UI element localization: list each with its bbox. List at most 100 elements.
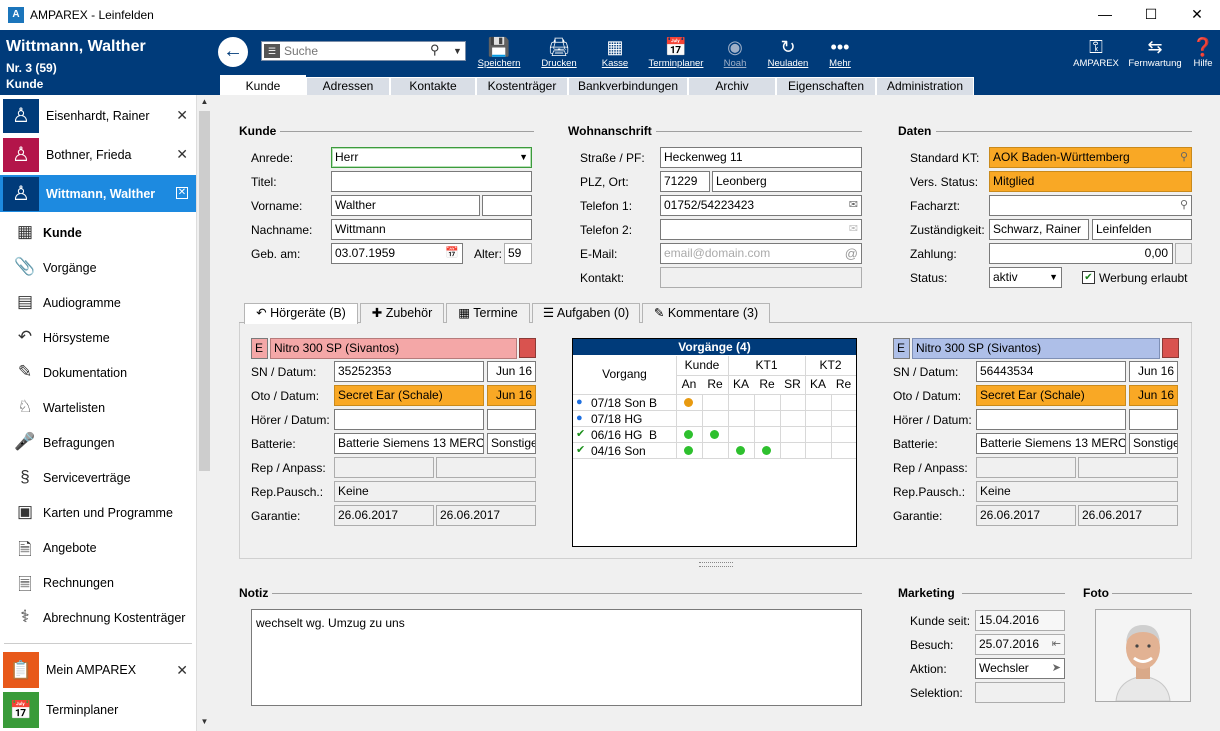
left-rep-field[interactable] bbox=[334, 457, 434, 478]
right-batterie-field[interactable]: Batterie Siemens 13 MERC bbox=[976, 433, 1126, 454]
print-button[interactable]: 🖨 Drucken bbox=[536, 36, 582, 70]
status-select[interactable]: aktiv ▼ bbox=[989, 267, 1062, 288]
fernwartung-button[interactable]: ⇆ Fernwartung bbox=[1126, 36, 1184, 70]
nav-rechnungen[interactable]: 🗏 Rechnungen bbox=[0, 565, 196, 600]
left-sn-date[interactable]: Jun 16 bbox=[487, 361, 536, 382]
tab-archiv[interactable]: Archiv bbox=[688, 77, 776, 95]
scroll-down-icon[interactable]: ▼ bbox=[200, 717, 209, 726]
left-hoerer-date[interactable] bbox=[487, 409, 536, 430]
tab-adressen[interactable]: Adressen bbox=[306, 77, 390, 95]
telefon2-field[interactable]: ✉ bbox=[660, 219, 862, 240]
maximize-button[interactable]: ☐ bbox=[1144, 6, 1158, 22]
search-icon[interactable]: ⚲ bbox=[1179, 199, 1188, 211]
vorname2-field[interactable] bbox=[482, 195, 532, 216]
amparex-button[interactable]: ⚿ AMPAREX bbox=[1070, 36, 1122, 70]
terminplaner-button[interactable]: 📅 Terminplaner bbox=[646, 36, 706, 70]
close-icon[interactable]: ✕ bbox=[176, 662, 188, 678]
recent-patient-eisenhardt[interactable]: ♙ Eisenhardt, Rainer ✕ bbox=[0, 97, 196, 135]
left-anpass-field[interactable] bbox=[436, 457, 536, 478]
right-batterie-type[interactable]: Sonstige bbox=[1129, 433, 1178, 454]
close-icon[interactable]: ✕ bbox=[176, 146, 188, 162]
table-row[interactable]: ✔ 06/16 HG B bbox=[573, 427, 856, 443]
nav-vorgaenge[interactable]: 📎 Vorgänge bbox=[14, 257, 97, 276]
envelope-icon[interactable]: ✉ bbox=[848, 199, 858, 211]
table-row[interactable]: ● 07/18 Son B bbox=[573, 395, 856, 411]
customer-photo[interactable] bbox=[1095, 609, 1191, 702]
anrede-select[interactable]: Herr ▼ bbox=[331, 147, 532, 168]
right-hoerer-date[interactable] bbox=[1129, 409, 1178, 430]
email-field[interactable]: email@domain.com @ bbox=[660, 243, 862, 264]
right-rep-field[interactable] bbox=[976, 457, 1076, 478]
envelope-icon[interactable]: ✉ bbox=[848, 223, 858, 235]
help-button[interactable]: ❓ Hilfe bbox=[1188, 36, 1218, 70]
search-icon[interactable]: ⚲ bbox=[430, 42, 440, 57]
more-button[interactable]: ••• Mehr bbox=[818, 36, 862, 70]
kontakt-field[interactable] bbox=[660, 267, 862, 288]
search-menu-icon[interactable]: ☰ bbox=[264, 44, 280, 58]
werbung-checkbox[interactable]: ✔ bbox=[1082, 271, 1095, 284]
right-sn-field[interactable]: 56443534 bbox=[976, 361, 1126, 382]
right-anpass-field[interactable] bbox=[1078, 457, 1178, 478]
left-garantie-end[interactable]: 26.06.2017 bbox=[436, 505, 536, 526]
nav-hoersysteme[interactable]: ↶ Hörsysteme bbox=[0, 320, 196, 355]
selektion-field[interactable] bbox=[975, 682, 1065, 703]
plz-field[interactable]: 71229 bbox=[660, 171, 710, 192]
left-hoerer-field[interactable] bbox=[334, 409, 484, 430]
left-sn-field[interactable]: 35252353 bbox=[334, 361, 484, 382]
close-icon[interactable]: ✕ bbox=[176, 187, 188, 199]
splitter-handle[interactable] bbox=[699, 562, 733, 567]
standard-kt-field[interactable]: AOK Baden-Württemberg ⚲ bbox=[989, 147, 1192, 168]
cash-register-button[interactable]: ▦ Kasse bbox=[592, 36, 638, 70]
left-device-color-button[interactable] bbox=[519, 338, 536, 358]
nav-audiogramme[interactable]: ▤ Audiogramme bbox=[0, 285, 196, 320]
nav-karten-und-programme[interactable]: ▣ Karten und Programme bbox=[0, 495, 196, 530]
nav-servicevertraege[interactable]: § Serviceverträge bbox=[0, 460, 196, 495]
close-window-button[interactable]: ✕ bbox=[1191, 6, 1203, 22]
nachname-field[interactable]: Wittmann bbox=[331, 219, 532, 240]
left-oto-date[interactable]: Jun 16 bbox=[487, 385, 536, 406]
scroll-thumb[interactable] bbox=[199, 111, 210, 471]
nav-abrechnung-kostentraeger[interactable]: ⚕ Abrechnung Kostenträger bbox=[0, 600, 196, 635]
right-garantie-end[interactable]: 26.06.2017 bbox=[1078, 505, 1178, 526]
right-sn-date[interactable]: Jun 16 bbox=[1129, 361, 1178, 382]
notiz-textarea[interactable]: wechselt wg. Umzug zu uns bbox=[251, 609, 862, 706]
recent-patient-bothner[interactable]: ♙ Bothner, Frieda ✕ bbox=[0, 136, 196, 174]
send-icon[interactable]: ➤ bbox=[1051, 662, 1061, 674]
search-icon[interactable]: ⚲ bbox=[1179, 151, 1188, 163]
table-row[interactable]: ● 07/18 HG bbox=[573, 411, 856, 427]
zahlung-field[interactable]: 0,00 bbox=[989, 243, 1173, 264]
tab-kostentraeger[interactable]: Kostenträger bbox=[476, 77, 568, 95]
search-input[interactable] bbox=[284, 43, 424, 59]
subtab-termine[interactable]: ▦ Termine bbox=[446, 303, 530, 323]
geb-field[interactable]: 03.07.1959 📅 bbox=[331, 243, 463, 264]
noah-button[interactable]: ◉ Noah bbox=[712, 36, 758, 70]
right-device-name[interactable]: Nitro 300 SP (Sivantos) bbox=[912, 338, 1160, 359]
telefon1-field[interactable]: 01752/54223423 ✉ bbox=[660, 195, 862, 216]
subtab-kommentare[interactable]: ✎ Kommentare (3) bbox=[642, 303, 770, 323]
nav-befragungen[interactable]: 🎤 Befragungen bbox=[14, 432, 115, 451]
right-pausch-field[interactable]: Keine bbox=[976, 481, 1178, 502]
zustaendigkeit-person-field[interactable]: Schwarz, Rainer bbox=[989, 219, 1089, 240]
tab-bankverbindungen[interactable]: Bankverbindungen bbox=[568, 77, 688, 95]
vorname-field[interactable]: Walther bbox=[331, 195, 480, 216]
back-arrow-button[interactable]: ← bbox=[218, 37, 248, 67]
tab-kontakte[interactable]: Kontakte bbox=[390, 77, 476, 95]
nav-wartelisten[interactable]: ♘ Wartelisten bbox=[0, 390, 196, 425]
reload-button[interactable]: ↻ Neuladen bbox=[764, 36, 812, 70]
table-row[interactable]: ✔ 04/16 Son bbox=[573, 443, 856, 459]
recent-patient-wittmann[interactable]: ♙ Wittmann, Walther ✕ bbox=[0, 175, 196, 213]
left-garantie-start[interactable]: 26.06.2017 bbox=[334, 505, 434, 526]
nav-terminplaner[interactable]: 📅 Terminplaner bbox=[0, 690, 196, 730]
subtab-hoergeraete[interactable]: ↶ Hörgeräte (B) bbox=[244, 303, 358, 324]
left-pausch-field[interactable]: Keine bbox=[334, 481, 536, 502]
subtab-zubehoer[interactable]: ✚ Zubehör bbox=[360, 303, 444, 323]
nav-kunde[interactable]: ▦ Kunde bbox=[0, 215, 196, 250]
zustaendigkeit-filiale-field[interactable]: Leinfelden bbox=[1092, 219, 1192, 240]
calendar-icon[interactable]: 📅 bbox=[445, 247, 459, 259]
tab-administration[interactable]: Administration bbox=[876, 77, 974, 95]
strasse-field[interactable]: Heckenweg 11 bbox=[660, 147, 862, 168]
left-device-name[interactable]: Nitro 300 SP (Sivantos) bbox=[270, 338, 517, 359]
nav-dokumentation[interactable]: ✎ Dokumentation bbox=[0, 355, 196, 390]
tab-eigenschaften[interactable]: Eigenschaften bbox=[776, 77, 876, 95]
subtab-aufgaben[interactable]: ☰ Aufgaben (0) bbox=[532, 303, 640, 323]
